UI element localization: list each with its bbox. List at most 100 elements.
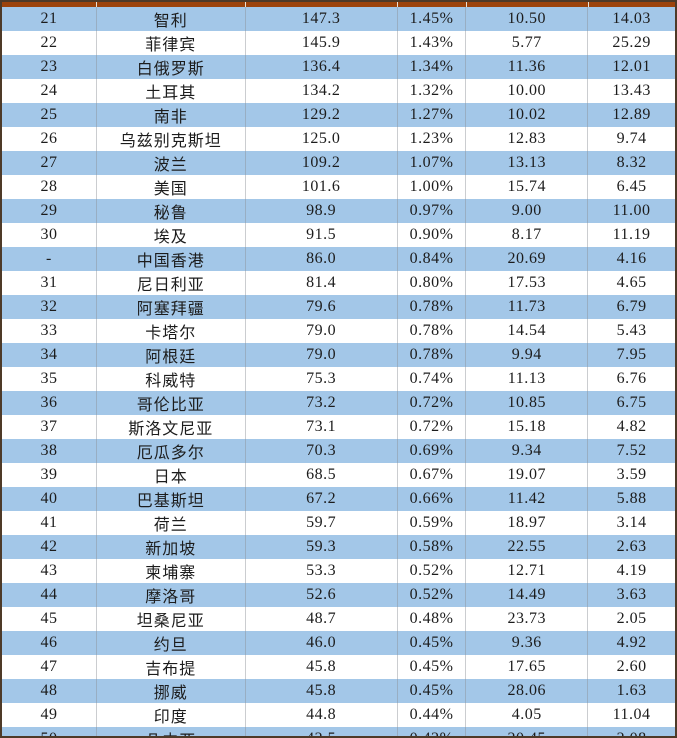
value-cell: 59.3 [246, 535, 398, 559]
metric-b-cell: 12.89 [612, 106, 651, 123]
strip-segment [588, 2, 675, 7]
metric-a-cell: 10.02 [466, 103, 589, 127]
share-cell: 0.72% [398, 415, 467, 439]
table-row: 33 卡塔尔 79.0 0.78% 14.54 5.43 [2, 319, 675, 343]
value-cell: 46.0 [246, 631, 398, 655]
metric-a-cell: 11.36 [466, 55, 589, 79]
table-row: 23 白俄罗斯 136.4 1.34% 11.36 12.01 [2, 55, 675, 79]
share-cell: 1.32% [398, 79, 467, 103]
metric-a-cell: 14.54 [466, 319, 589, 343]
metric-b-cell: 4.19 [616, 562, 647, 579]
share-cell: 0.45% [398, 679, 467, 703]
metric-b-cell: 3.59 [616, 466, 647, 483]
table-row: 31 尼日利亚 81.4 0.80% 17.53 4.65 [2, 271, 675, 295]
share-cell: 0.45% [398, 655, 467, 679]
metric-b-cell: 6.45 [616, 178, 647, 195]
share-cell: 1.27% [398, 103, 467, 127]
value-cell: 48.7 [246, 607, 398, 631]
table-row: 32 阿塞拜疆 79.6 0.78% 11.73 6.79 [2, 295, 675, 319]
metric-b-cell: 2.05 [616, 610, 647, 627]
share-cell: 0.74% [398, 367, 467, 391]
share-cell: 0.78% [398, 343, 467, 367]
table-row: 29 秘鲁 98.9 0.97% 9.00 11.00 [2, 199, 675, 223]
strip-segment [245, 2, 398, 7]
share-cell: 0.78% [398, 319, 467, 343]
table-row: 47 吉布提 45.8 0.45% 17.65 2.60 [2, 655, 675, 679]
value-cell: 79.0 [246, 319, 398, 343]
country-name-cell: 新加坡 [97, 535, 246, 559]
metric-b-cell: 1.63 [616, 682, 647, 699]
value-cell: 147.3 [246, 7, 398, 31]
metric-b-cell: 11.00 [612, 202, 651, 219]
metric-b-cell: 3.63 [616, 586, 647, 603]
metric-b-cell: 6.79 [616, 298, 647, 315]
rank-cell: 49 [2, 703, 97, 727]
table-row: 21 智利 147.3 1.45% 10.50 14.03 [2, 7, 675, 31]
share-cell: 0.42% [398, 727, 467, 736]
strip-segment [466, 2, 589, 7]
metric-b-cell: 7.95 [616, 346, 647, 363]
value-cell: 145.9 [246, 31, 398, 55]
metric-a-cell: 18.97 [466, 511, 589, 535]
country-name-cell: 厄瓜多尔 [97, 439, 246, 463]
table-row: 38 厄瓜多尔 70.3 0.69% 9.34 7.52 [2, 439, 675, 463]
table-row: 27 波兰 109.2 1.07% 13.13 8.32 [2, 151, 675, 175]
metric-b-cell: 4.65 [616, 274, 647, 291]
rank-cell: 33 [2, 319, 97, 343]
metric-a-cell: 5.77 [466, 31, 589, 55]
country-name-cell: 菲律宾 [97, 31, 246, 55]
rank-cell: 29 [2, 199, 97, 223]
table-row: 30 埃及 91.5 0.90% 8.17 11.19 [2, 223, 675, 247]
value-cell: 134.2 [246, 79, 398, 103]
country-name-cell: 美国 [97, 175, 246, 199]
country-name-cell: 土耳其 [97, 79, 246, 103]
rank-cell: 37 [2, 415, 97, 439]
country-name-cell: 吉布提 [97, 655, 246, 679]
table-row: 34 阿根廷 79.0 0.78% 9.94 7.95 [2, 343, 675, 367]
rank-cell: 47 [2, 655, 97, 679]
country-name-cell: 印度 [97, 703, 246, 727]
metric-b-cell: 3.14 [616, 514, 647, 531]
country-name-cell: 约旦 [97, 631, 246, 655]
value-cell: 45.8 [246, 655, 398, 679]
table-row: 50几内亚42.50.42%20.452.08 [2, 727, 675, 736]
metric-b-cell: 6.75 [616, 394, 647, 411]
table-row: 48 挪威 45.8 0.45% 28.06 1.63 [2, 679, 675, 703]
rank-cell: 26 [2, 127, 97, 151]
value-cell: 79.6 [246, 295, 398, 319]
metric-a-cell: 20.69 [466, 247, 589, 271]
country-name-cell: 几内亚 [97, 727, 246, 736]
value-cell: 53.3 [246, 559, 398, 583]
rank-cell: 45 [2, 607, 97, 631]
value-cell: 75.3 [246, 367, 398, 391]
metric-a-cell: 10.00 [466, 79, 589, 103]
value-cell: 70.3 [246, 439, 398, 463]
metric-a-cell: 15.74 [466, 175, 589, 199]
metric-b-cell: 14.03 [612, 10, 651, 27]
metric-a-cell: 8.17 [466, 223, 589, 247]
rank-cell: 41 [2, 511, 97, 535]
share-cell: 0.59% [398, 511, 467, 535]
metric-a-cell: 15.18 [466, 415, 589, 439]
table-row: 40 巴基斯坦 67.2 0.66% 11.42 5.88 [2, 487, 675, 511]
share-cell: 0.52% [398, 583, 467, 607]
country-name-cell: 南非 [97, 103, 246, 127]
table-row: 44 摩洛哥 52.6 0.52% 14.49 3.63 [2, 583, 675, 607]
table-row: 49 印度 44.8 0.44% 4.05 11.04 [2, 703, 675, 727]
metric-b-cell: 7.52 [616, 442, 647, 459]
rank-cell: 35 [2, 367, 97, 391]
metric-a-cell: 9.36 [466, 631, 589, 655]
value-cell: 68.5 [246, 463, 398, 487]
value-cell: 81.4 [246, 271, 398, 295]
country-name-cell: 尼日利亚 [97, 271, 246, 295]
metric-b-cell: 2.60 [616, 658, 647, 675]
metric-a-cell: 9.00 [466, 199, 589, 223]
share-cell: 0.66% [398, 487, 467, 511]
table-row: 42 新加坡 59.3 0.58% 22.55 2.63 [2, 535, 675, 559]
rank-cell: 38 [2, 439, 97, 463]
metric-a-cell: 11.13 [466, 367, 589, 391]
rank-cell: 46 [2, 631, 97, 655]
rank-cell: 27 [2, 151, 97, 175]
table-row: 25 南非 129.2 1.27% 10.02 12.89 [2, 103, 675, 127]
